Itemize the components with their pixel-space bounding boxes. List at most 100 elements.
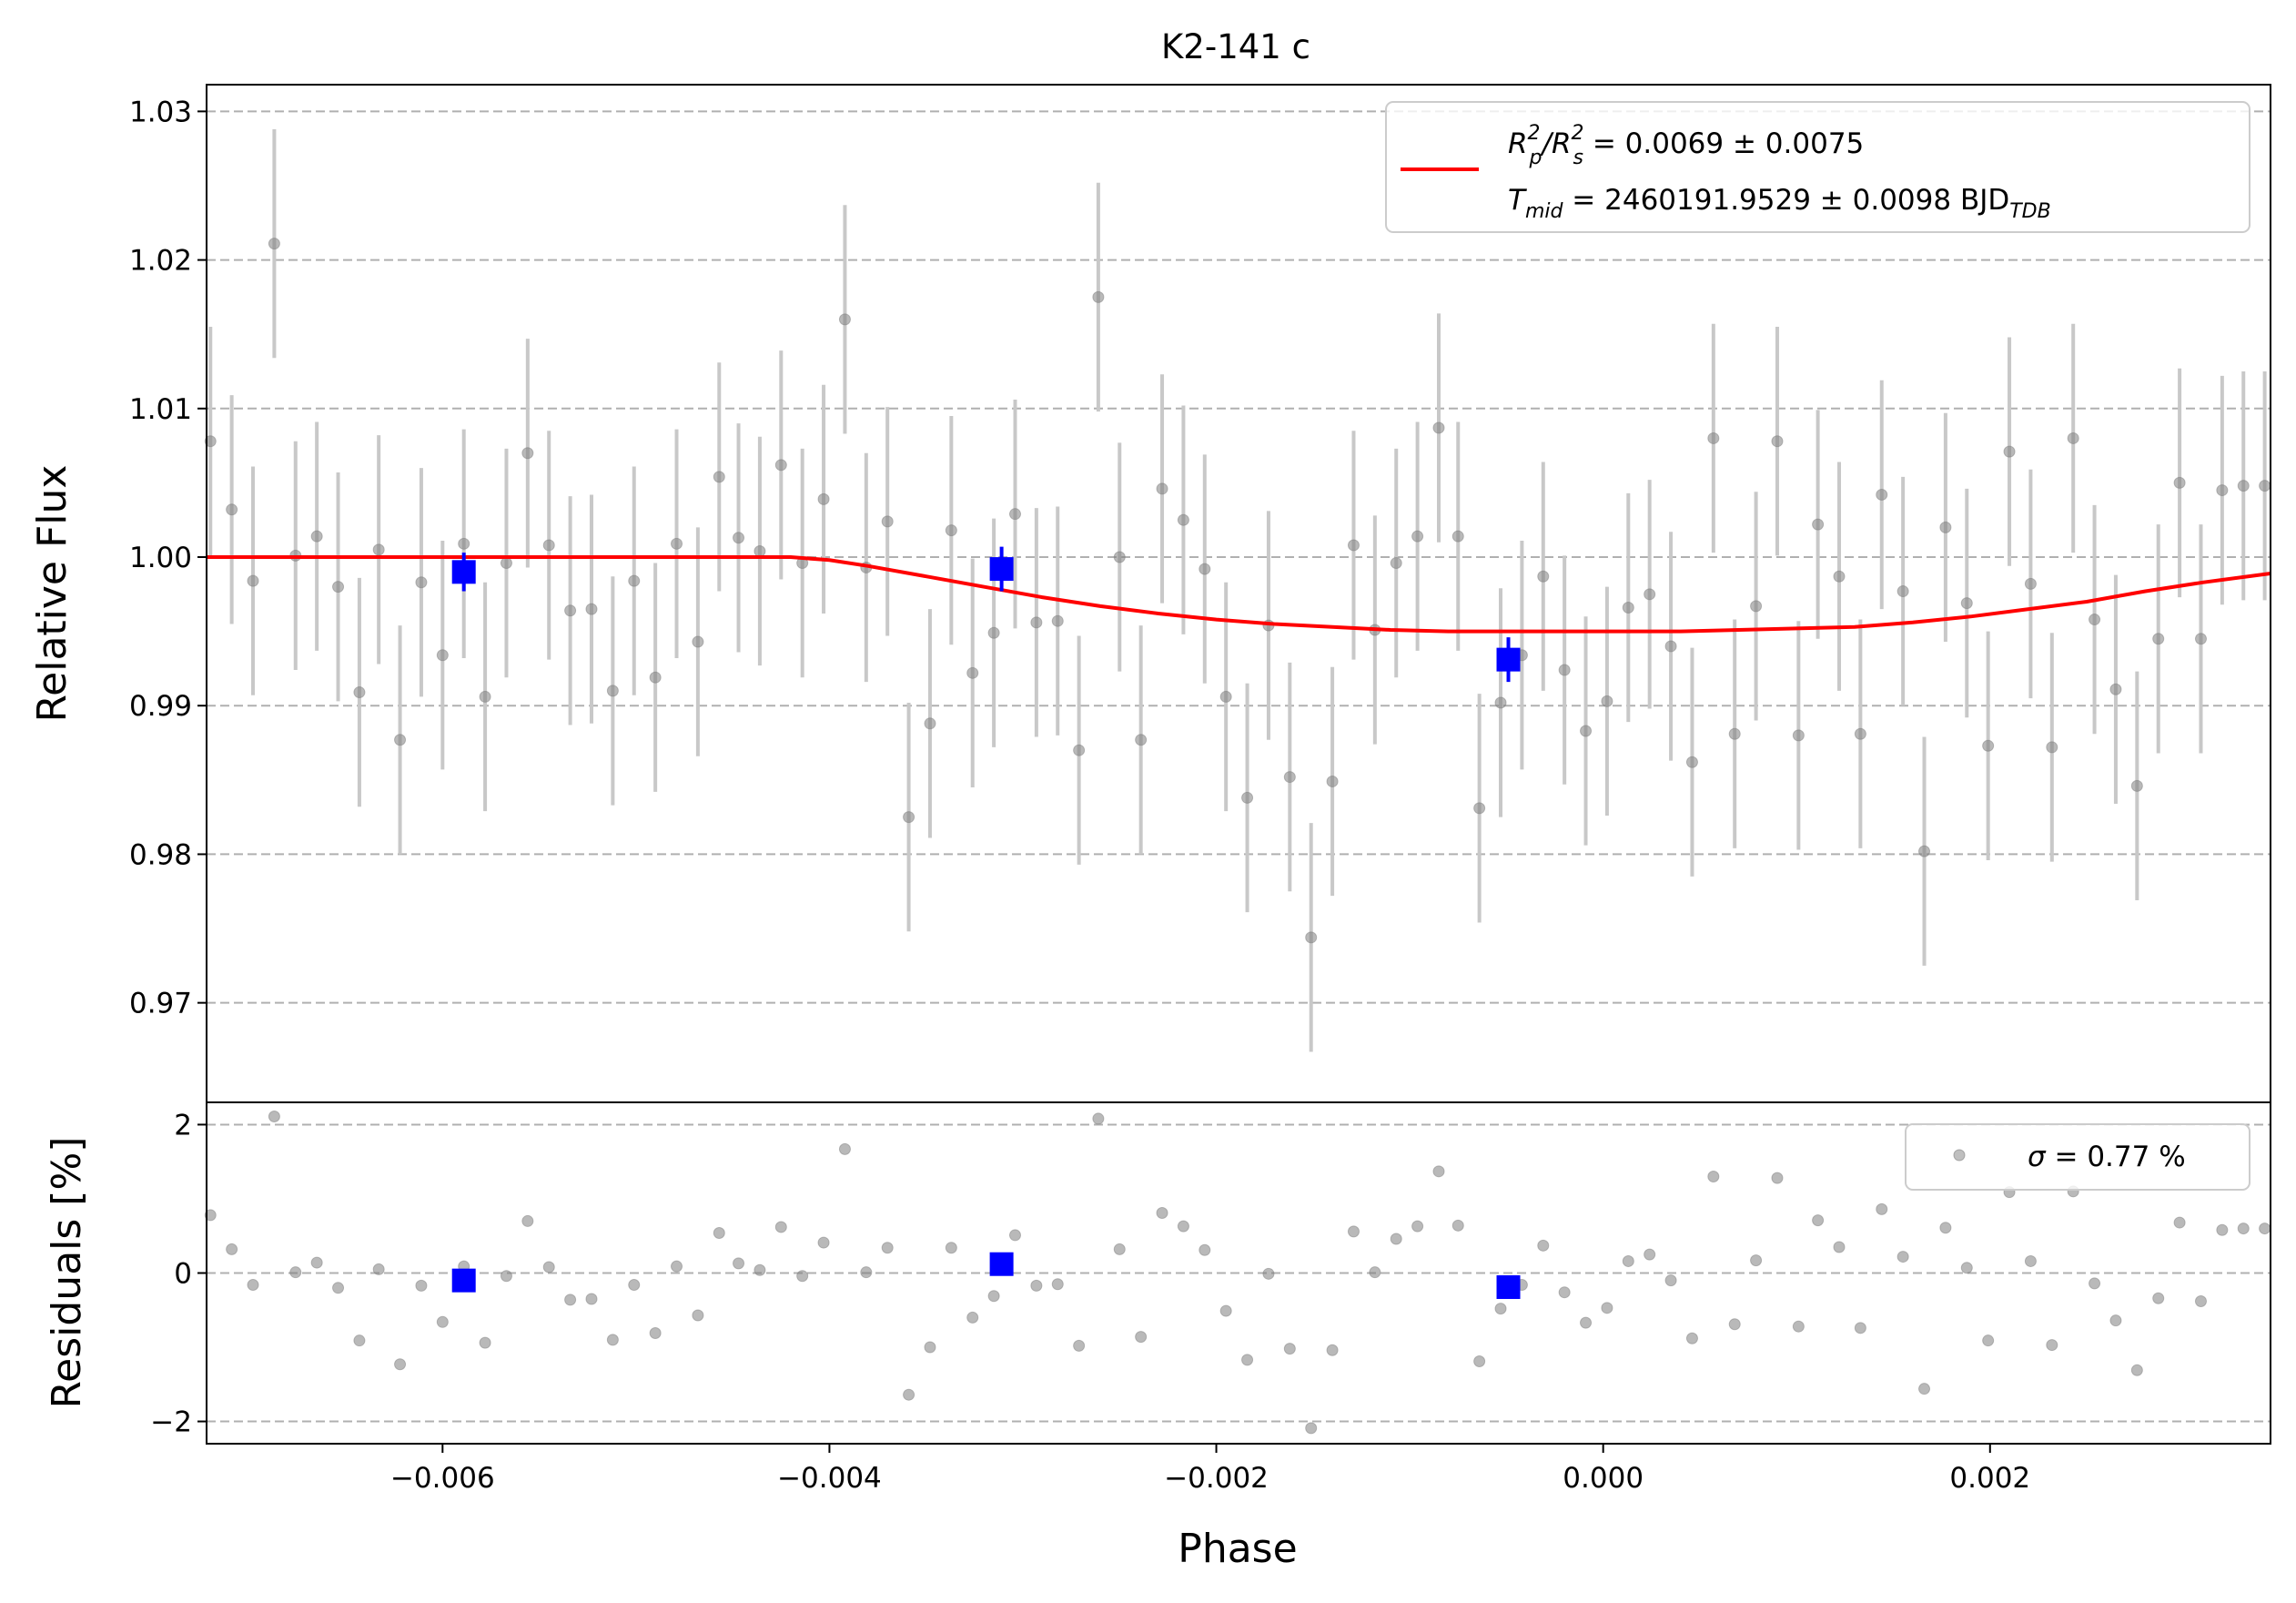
data-point xyxy=(1156,482,1168,495)
data-point xyxy=(564,604,577,617)
residual-point xyxy=(860,1266,873,1279)
residual-point xyxy=(2194,1294,2207,1307)
data-point xyxy=(1537,570,1550,583)
bottom-y-tick-label: 0 xyxy=(174,1258,192,1291)
data-point xyxy=(1750,600,1763,613)
residual-point xyxy=(1411,1220,1424,1233)
residual-point xyxy=(289,1266,302,1279)
residual-point xyxy=(1241,1354,1254,1366)
bottom-panel-y-ticks: −2 0 2 xyxy=(150,1109,207,1439)
residual-point xyxy=(945,1242,957,1254)
residual-point xyxy=(2109,1314,2122,1327)
residual-point xyxy=(1728,1318,1741,1331)
top-y-tick-label: 0.97 xyxy=(129,988,192,1020)
data-point xyxy=(1833,570,1846,583)
residual-point xyxy=(1558,1286,1571,1299)
x-tick-label: 0.002 xyxy=(1949,1462,2030,1495)
residual-point xyxy=(1199,1243,1211,1256)
data-point xyxy=(1918,845,1931,857)
binned-point xyxy=(451,560,476,584)
data-point xyxy=(1113,551,1126,563)
residual-point xyxy=(415,1279,428,1292)
data-point xyxy=(713,471,725,483)
data-point xyxy=(2003,445,2016,458)
residual-point xyxy=(1854,1322,1866,1334)
residual-point xyxy=(353,1334,366,1347)
residual-point xyxy=(2173,1216,2186,1229)
bottom-panel-x-ticks: −0.006 −0.004 −0.002 0.000 0.002 xyxy=(390,1444,2030,1495)
residual-point xyxy=(1664,1274,1677,1287)
top-y-tick-label: 1.01 xyxy=(129,393,192,426)
x-axis-label: Phase xyxy=(1178,1526,1297,1572)
residual-point xyxy=(204,1209,217,1222)
residual-point xyxy=(754,1263,766,1276)
residual-point xyxy=(628,1279,641,1292)
chart-title: K2-141 c xyxy=(1161,27,1310,66)
data-point xyxy=(332,581,345,594)
data-point xyxy=(671,537,683,550)
data-point xyxy=(1177,513,1189,526)
data-point xyxy=(1558,664,1571,676)
data-point xyxy=(1960,597,1973,610)
residual-point xyxy=(1369,1266,1381,1279)
data-point xyxy=(1219,690,1232,703)
data-point xyxy=(1939,521,1952,533)
residual-point xyxy=(1685,1332,1698,1344)
residual-point xyxy=(226,1243,238,1255)
data-point xyxy=(2109,683,2122,695)
x-tick-label: 0.000 xyxy=(1563,1462,1644,1495)
data-point xyxy=(1326,775,1339,787)
bottom-legend-box xyxy=(1905,1123,2250,1191)
data-point xyxy=(1644,588,1656,601)
residual-point xyxy=(1113,1243,1126,1255)
data-point xyxy=(1390,557,1402,570)
data-point xyxy=(1792,729,1805,742)
data-point xyxy=(628,574,641,587)
residual-point xyxy=(903,1388,915,1401)
data-point xyxy=(372,543,385,556)
residual-point xyxy=(372,1263,385,1275)
data-point xyxy=(415,576,428,589)
residual-point xyxy=(817,1236,830,1249)
data-point xyxy=(733,532,745,544)
residual-point xyxy=(1707,1171,1720,1183)
data-point xyxy=(924,717,936,730)
data-point xyxy=(1812,518,1825,531)
data-point xyxy=(585,603,598,615)
top-y-tick-label: 1.03 xyxy=(129,96,192,128)
data-point xyxy=(774,459,787,472)
residual-point xyxy=(1305,1422,1318,1435)
data-point xyxy=(1685,756,1698,768)
residual-point xyxy=(1750,1254,1763,1267)
residual-point xyxy=(606,1334,619,1346)
residual-point xyxy=(966,1311,979,1324)
residual-point xyxy=(2130,1364,2143,1376)
data-point xyxy=(1092,290,1105,303)
data-point xyxy=(2046,741,2058,754)
residual-point xyxy=(1347,1225,1360,1238)
data-point xyxy=(204,435,217,448)
data-point xyxy=(2237,480,2250,492)
residual-point xyxy=(1812,1214,1825,1227)
data-point xyxy=(1073,744,1086,756)
data-point xyxy=(1580,725,1593,737)
bottom-y-tick-label: −2 xyxy=(150,1406,192,1439)
data-point xyxy=(1896,585,1909,598)
data-point xyxy=(1707,431,1720,444)
data-point xyxy=(247,574,259,587)
data-point xyxy=(1601,695,1613,707)
residual-point xyxy=(1792,1320,1805,1333)
data-point xyxy=(268,238,280,250)
top-y-tick-label: 1.02 xyxy=(129,245,192,278)
residual-point xyxy=(1644,1248,1656,1261)
data-point xyxy=(2152,633,2165,645)
binned-residual-point xyxy=(451,1268,476,1293)
residual-point xyxy=(1939,1222,1952,1234)
residual-point xyxy=(585,1293,598,1305)
legend-depth-label: R2 p/R2 s = 0.0069 ± 0.0075 xyxy=(1508,122,1864,169)
data-point xyxy=(1494,696,1507,709)
residual-point xyxy=(1537,1239,1550,1252)
bottom-y-axis-label: Residuals [%] xyxy=(44,1137,90,1409)
data-point xyxy=(1283,771,1296,784)
